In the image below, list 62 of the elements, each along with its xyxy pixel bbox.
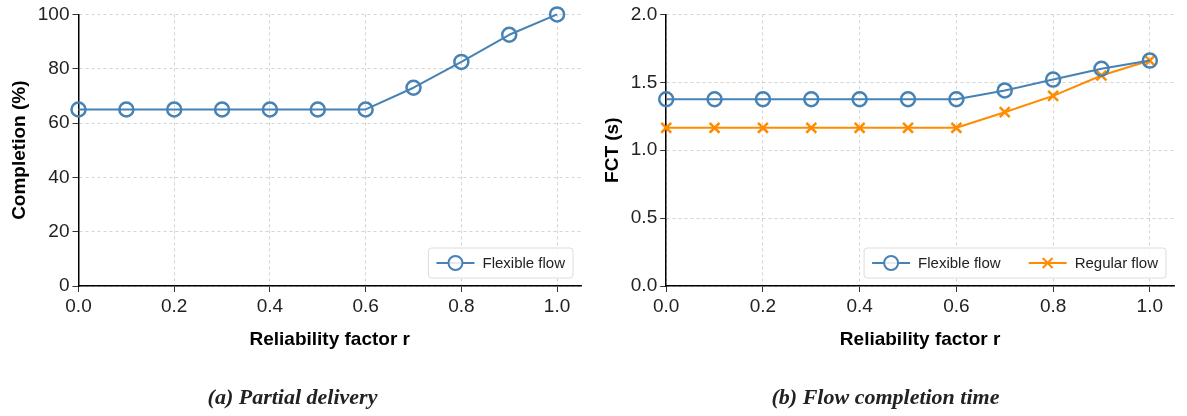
x-tick-label: 0.6 <box>943 294 970 316</box>
y-tick-label: 100 <box>37 2 70 24</box>
point <box>851 91 868 108</box>
y-tick-label: 1.5 <box>630 70 658 92</box>
point <box>118 101 135 118</box>
x-axis-title: Reliability factor r <box>839 328 1001 350</box>
x-tick-label: 1.0 <box>543 294 571 316</box>
point <box>708 121 721 134</box>
point <box>660 121 673 134</box>
point <box>756 121 770 134</box>
point <box>1044 71 1062 88</box>
point <box>901 121 915 134</box>
legend-label: Flexible flow <box>918 254 1001 272</box>
point <box>948 91 965 108</box>
point <box>805 121 818 134</box>
text: (a) Partial delivery <box>207 384 378 410</box>
point <box>548 6 566 23</box>
x-tick-label: 0.2 <box>749 294 777 316</box>
point <box>309 101 327 118</box>
point <box>405 79 422 96</box>
x-tick-label: 0.2 <box>161 294 188 316</box>
y-tick-label: 1.0 <box>630 138 658 160</box>
point <box>1046 89 1060 103</box>
x-tick-label: 0.8 <box>1039 294 1067 316</box>
point <box>996 82 1013 99</box>
x-tick-label: 0.0 <box>653 294 680 316</box>
point <box>453 53 470 71</box>
y-axis-title: Completion (%) <box>7 80 29 220</box>
y-tick-label: 40 <box>48 165 70 187</box>
point <box>357 101 374 118</box>
y-axis-title: FCT (s) <box>600 117 622 183</box>
x-tick-label: 1.0 <box>1136 294 1164 316</box>
point <box>998 105 1011 119</box>
point <box>754 91 772 108</box>
y-tick-label: 0 <box>58 274 70 296</box>
y-tick-label: 80 <box>48 56 70 78</box>
x-tick-label: 0.0 <box>65 294 92 316</box>
point <box>500 26 518 44</box>
point <box>657 91 675 108</box>
text: (b) Flow completion time <box>771 384 1000 410</box>
point <box>261 101 279 118</box>
legend-label: Flexible flow <box>482 254 566 272</box>
point <box>803 91 820 108</box>
point <box>70 101 87 118</box>
point <box>853 121 866 134</box>
point <box>950 121 963 134</box>
x-tick-label: 0.4 <box>846 294 874 316</box>
legend-label: Regular flow <box>1074 254 1159 272</box>
x-tick-label: 0.6 <box>352 294 379 316</box>
y-tick-label: 20 <box>48 219 70 241</box>
point <box>899 91 917 108</box>
point <box>706 91 723 108</box>
point <box>213 101 231 118</box>
x-tick-label: 0.8 <box>448 294 475 316</box>
point <box>1093 60 1110 77</box>
y-tick-label: 0.0 <box>630 274 658 296</box>
y-tick-label: 0.5 <box>630 206 658 228</box>
y-tick-label: 60 <box>48 111 70 133</box>
y-tick-label: 2.0 <box>630 2 658 24</box>
point <box>165 101 183 118</box>
x-tick-label: 0.4 <box>256 294 284 316</box>
x-axis-title: Reliability factor r <box>249 328 411 350</box>
